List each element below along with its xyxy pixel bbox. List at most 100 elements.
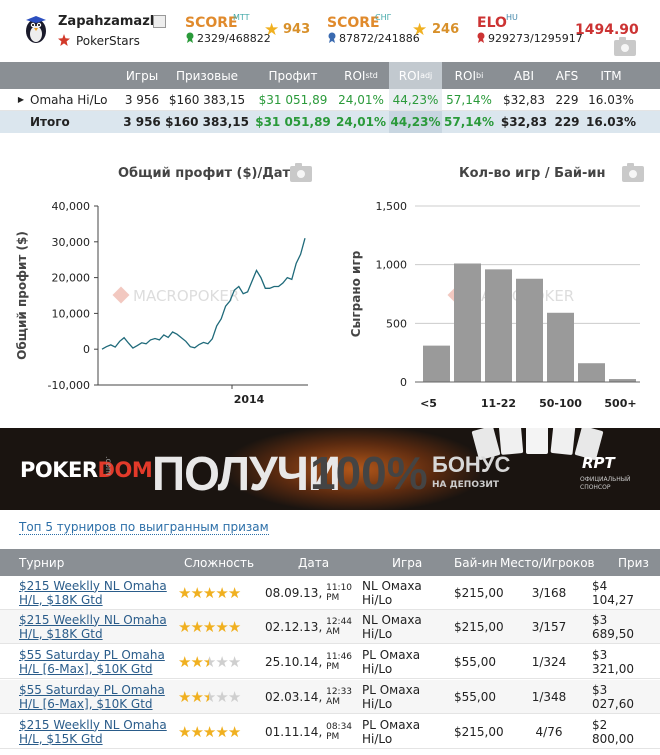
col-game[interactable]: Игра (392, 555, 423, 570)
tournament-name-line: $55 Saturday PL Omaha H/L [6-Max], $10K G… (19, 683, 165, 711)
col-roi-std-sup: std (365, 71, 378, 80)
tournament-name-link[interactable]: $55 Saturday PL Omaha H/L [6-Max], $10K G… (19, 680, 169, 713)
tournament-game: PL Омаха Hi/Lo (362, 717, 421, 746)
tournament-name-line-2: H/L, $18K Gtd (19, 626, 103, 641)
profile-card-icon[interactable] (153, 15, 166, 28)
col-games[interactable]: Игры (125, 68, 159, 83)
pokerdom-ad-banner[interactable]: POKERDOM .com ПОЛУЧИ 100% БОНУС НА ДЕПОЗ… (0, 428, 660, 510)
top5-tournaments-link[interactable]: Топ 5 турниров по выигранным призам (19, 520, 269, 535)
bar-500+ (609, 379, 636, 382)
tournament-buyin: $215,00 (454, 724, 504, 739)
star-icon: ★ (227, 652, 241, 671)
col-roi-bi-sup: bi (476, 71, 484, 80)
tournament-name-link[interactable]: $55 Saturday PL Omaha H/L [6-Max], $10K G… (19, 645, 169, 678)
profit-line-chart: MACROPOKER 40,000 30,000 20,000 10,000 0 -10,0… (15, 200, 308, 406)
row-afs: 229 (555, 92, 579, 107)
tournament-prize: $3 027,60 (592, 682, 634, 711)
tournament-date-time: 12:33 AM (326, 686, 353, 707)
pokerdom-logo-suffix: .com (104, 456, 113, 476)
col-roi-adj-label: ROI (398, 68, 421, 83)
tournament-date-time: 11:10 PM (326, 582, 353, 603)
banner-bonus-sub: НА ДЕПОЗИТ (432, 480, 500, 490)
watermark-text: MACROPOKER (133, 287, 239, 305)
profit-series-line (101, 238, 306, 350)
y-tick-label: 500 (386, 317, 407, 330)
playing-cards-icon (471, 428, 604, 460)
score-sng-rank: 87872/241886 (339, 32, 420, 45)
username: Zapahzamazki (58, 14, 163, 29)
rpt-sponsor-text: ОФИЦИАЛЬНЫЙ СПОНСОР (580, 476, 631, 491)
tournament-date-day: 02.03.14, (265, 689, 323, 704)
col-roi-adj-sup: adj (420, 71, 433, 80)
col-roi-bi[interactable]: ROI bi (444, 62, 494, 89)
star-icon: ★ (178, 722, 191, 741)
tournament-row[interactable]: $215 Weeklly NL Omaha H/L, $15K Gtd ★ ★ ★ ★ ★ 0… (0, 715, 660, 749)
tournament-row[interactable]: $215 Weeklly NL Omaha H/L, $18K Gtd ★ ★ ★ ★ ★ 0… (0, 576, 660, 610)
buyin-chart-camera-icon[interactable] (622, 163, 644, 182)
col-tournament[interactable]: Турнир (19, 555, 65, 570)
row-itm: 16.03% (588, 92, 634, 107)
tournament-game: PL Омаха Hi/Lo (362, 647, 421, 676)
col-abi[interactable]: ABI (514, 68, 534, 83)
profit-chart-title: Общий профит ($)/Дата (118, 166, 299, 181)
tournament-name-line-2: H/L, $15K Gtd (19, 731, 103, 746)
tournament-name-line-2: H/L, $18K Gtd (19, 592, 103, 607)
stats-row[interactable]: ▶ Omaha Hi/Lo 3 956 $160 383,15 $31 051,… (0, 89, 660, 111)
tournament-buyin: $215,00 (454, 585, 504, 600)
rpt-logo: RPT (582, 454, 615, 472)
tournament-row[interactable]: $55 Saturday PL Omaha H/L [6-Max], $10K G… (0, 645, 660, 679)
col-place[interactable]: Место/Игроков (500, 555, 595, 570)
difficulty-stars: ★ ★ ★ ★ ★ (178, 576, 258, 609)
star-icon: ★ (202, 617, 216, 636)
star-icon: ★ (215, 617, 228, 636)
banner-bonus: БОНУС (432, 452, 511, 477)
col-difficulty[interactable]: Сложность (184, 555, 255, 570)
col-afs[interactable]: AFS (555, 68, 579, 83)
y-tick-label: 0 (400, 376, 407, 389)
col-date[interactable]: Дата (298, 555, 330, 570)
score-mtt-rank: 2329/468822 (197, 32, 271, 45)
score-sng-sup: СНГ (375, 13, 392, 22)
screenshot-camera-icon[interactable] (614, 37, 636, 56)
y-tick-label: 20,000 (52, 272, 91, 285)
pokerdom-logo-poker: POKER (20, 458, 98, 482)
tournament-game: NL Омаха Hi/Lo (362, 612, 422, 641)
bar-<5 (423, 345, 450, 382)
tournament-buyin: $55,00 (454, 689, 496, 704)
col-roi-adj[interactable]: ROI adj (389, 62, 442, 89)
profit-chart-camera-icon[interactable] (290, 163, 312, 182)
row-roi-bi: 57,14% (446, 92, 492, 107)
y-tick-label: 1,500 (376, 200, 408, 213)
y-tick-label: 0 (83, 343, 90, 356)
bar-5-11 (454, 263, 481, 382)
total-roi-bi: 57,14% (444, 115, 494, 129)
star-icon: ★ (178, 652, 191, 671)
x-tick-label: 50-100 (539, 397, 582, 410)
col-buyin[interactable]: Бай-ин (454, 555, 498, 570)
tournament-name-line-2: H/L [6-Max], $10K Gtd (19, 661, 153, 676)
tournament-name-line: $55 Saturday PL Omaha H/L [6-Max], $10K G… (19, 648, 165, 676)
tournament-date-day: 02.12.13, (265, 619, 323, 634)
tournament-row[interactable]: $215 Weeklly NL Omaha H/L, $18K Gtd ★ ★ ★ ★ ★ 0… (0, 610, 660, 644)
star-icon: ★ (190, 687, 203, 706)
tournament-date-day: 01.11.14, (265, 724, 323, 739)
tournament-buyin: $215,00 (454, 619, 504, 634)
expand-triangle-icon[interactable]: ▶ (17, 95, 25, 104)
tournament-row[interactable]: $55 Saturday PL Omaha H/L [6-Max], $10K G… (0, 680, 660, 714)
tournament-name-link[interactable]: $215 Weeklly NL Omaha H/L, $15K Gtd (19, 715, 169, 748)
score-sng-value: 246 (432, 22, 460, 37)
col-itm[interactable]: ITM (600, 68, 622, 83)
watermark-logo-icon (112, 286, 130, 304)
banner-glow (230, 428, 480, 510)
row-prize: $160 383,15 (168, 92, 246, 107)
col-roi-std[interactable]: ROI std (336, 62, 386, 89)
tournament-name-link[interactable]: $215 Weeklly NL Omaha H/L, $18K Gtd (19, 576, 169, 609)
tournament-name-link[interactable]: $215 Weeklly NL Omaha H/L, $18K Gtd (19, 610, 169, 643)
col-prize[interactable]: Приз (618, 555, 649, 570)
star-icon: ★ (178, 687, 191, 706)
bar-50-100 (547, 312, 574, 382)
row-roi-std: 24,01% (338, 92, 384, 107)
tournament-date: 01.11.14, 08:34 PM (265, 715, 357, 748)
col-profit[interactable]: Профит (268, 68, 318, 83)
col-prize[interactable]: Призовые (175, 68, 239, 83)
